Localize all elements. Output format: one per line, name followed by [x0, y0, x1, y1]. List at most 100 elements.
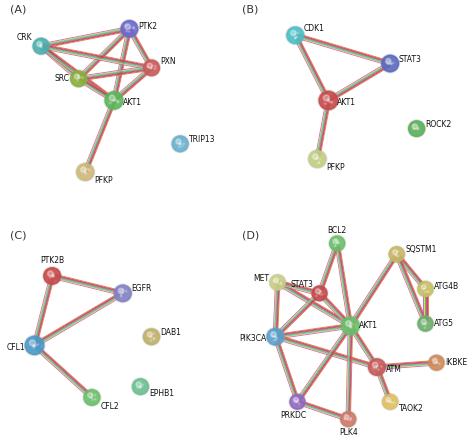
- Text: SRC: SRC: [55, 74, 70, 83]
- Circle shape: [350, 418, 351, 419]
- Circle shape: [144, 60, 159, 76]
- Circle shape: [388, 246, 405, 263]
- Circle shape: [180, 143, 181, 145]
- Circle shape: [426, 291, 428, 293]
- Circle shape: [316, 158, 317, 159]
- Circle shape: [41, 46, 42, 48]
- Circle shape: [320, 291, 322, 293]
- Circle shape: [308, 150, 327, 168]
- Circle shape: [413, 125, 415, 126]
- Circle shape: [74, 74, 80, 79]
- Circle shape: [133, 379, 148, 394]
- Circle shape: [150, 68, 152, 69]
- Circle shape: [295, 400, 296, 401]
- Circle shape: [273, 339, 275, 341]
- Circle shape: [386, 61, 388, 63]
- Circle shape: [83, 170, 85, 172]
- Circle shape: [421, 319, 426, 324]
- Circle shape: [273, 280, 275, 281]
- Circle shape: [109, 102, 111, 104]
- Circle shape: [147, 332, 152, 337]
- Text: PTK2: PTK2: [138, 22, 157, 31]
- Circle shape: [367, 358, 386, 376]
- Circle shape: [34, 345, 36, 346]
- Circle shape: [40, 46, 42, 47]
- Circle shape: [281, 283, 282, 284]
- Circle shape: [112, 100, 114, 102]
- Text: EGFR: EGFR: [132, 284, 152, 293]
- Circle shape: [417, 128, 419, 129]
- Circle shape: [318, 162, 319, 164]
- Text: ATM: ATM: [386, 365, 401, 374]
- Circle shape: [125, 24, 130, 29]
- Circle shape: [417, 127, 419, 129]
- Circle shape: [171, 135, 189, 153]
- Circle shape: [320, 291, 321, 292]
- Text: (B): (B): [242, 5, 259, 15]
- Circle shape: [330, 236, 345, 251]
- Circle shape: [294, 33, 296, 35]
- Circle shape: [423, 289, 424, 290]
- Circle shape: [276, 337, 277, 339]
- Circle shape: [435, 362, 437, 363]
- Circle shape: [422, 323, 424, 325]
- Circle shape: [381, 366, 382, 367]
- Circle shape: [150, 336, 152, 338]
- Circle shape: [350, 325, 352, 327]
- Circle shape: [140, 386, 141, 388]
- Circle shape: [274, 336, 276, 338]
- Circle shape: [114, 285, 131, 302]
- Circle shape: [34, 345, 36, 347]
- Circle shape: [133, 27, 135, 29]
- Circle shape: [37, 42, 42, 47]
- Circle shape: [377, 365, 378, 367]
- Circle shape: [126, 25, 127, 26]
- Circle shape: [48, 271, 53, 276]
- Text: STAT3: STAT3: [399, 55, 422, 64]
- Circle shape: [393, 250, 398, 254]
- Circle shape: [338, 243, 339, 245]
- Circle shape: [317, 156, 319, 158]
- Circle shape: [375, 367, 377, 369]
- Circle shape: [340, 411, 356, 427]
- Circle shape: [346, 321, 351, 326]
- Circle shape: [433, 363, 435, 364]
- Circle shape: [118, 289, 124, 293]
- Circle shape: [179, 146, 180, 148]
- Circle shape: [90, 397, 91, 398]
- Text: EPHB1: EPHB1: [149, 389, 174, 398]
- Circle shape: [412, 124, 418, 129]
- Circle shape: [342, 317, 359, 335]
- Circle shape: [140, 386, 142, 388]
- Text: AKT1: AKT1: [123, 98, 142, 107]
- Circle shape: [132, 26, 134, 28]
- Circle shape: [351, 323, 353, 325]
- Circle shape: [120, 20, 139, 38]
- Circle shape: [312, 286, 327, 301]
- Text: PXN: PXN: [160, 57, 176, 66]
- Circle shape: [109, 95, 115, 101]
- Text: PTK2B: PTK2B: [40, 256, 64, 265]
- Circle shape: [270, 275, 285, 290]
- Circle shape: [153, 333, 155, 334]
- Circle shape: [41, 45, 42, 46]
- Circle shape: [425, 324, 427, 326]
- Circle shape: [181, 145, 183, 146]
- Text: TRIP13: TRIP13: [189, 135, 216, 144]
- Circle shape: [271, 332, 276, 337]
- Circle shape: [394, 254, 396, 256]
- Circle shape: [120, 294, 122, 296]
- Circle shape: [70, 70, 88, 87]
- Circle shape: [369, 359, 385, 375]
- Circle shape: [427, 322, 428, 324]
- Circle shape: [381, 54, 400, 73]
- Circle shape: [88, 393, 93, 398]
- Circle shape: [114, 99, 116, 101]
- Circle shape: [267, 328, 284, 345]
- Circle shape: [296, 401, 298, 402]
- Circle shape: [388, 60, 390, 62]
- Circle shape: [71, 71, 87, 86]
- Circle shape: [273, 278, 278, 283]
- Circle shape: [311, 285, 328, 302]
- Circle shape: [121, 21, 138, 37]
